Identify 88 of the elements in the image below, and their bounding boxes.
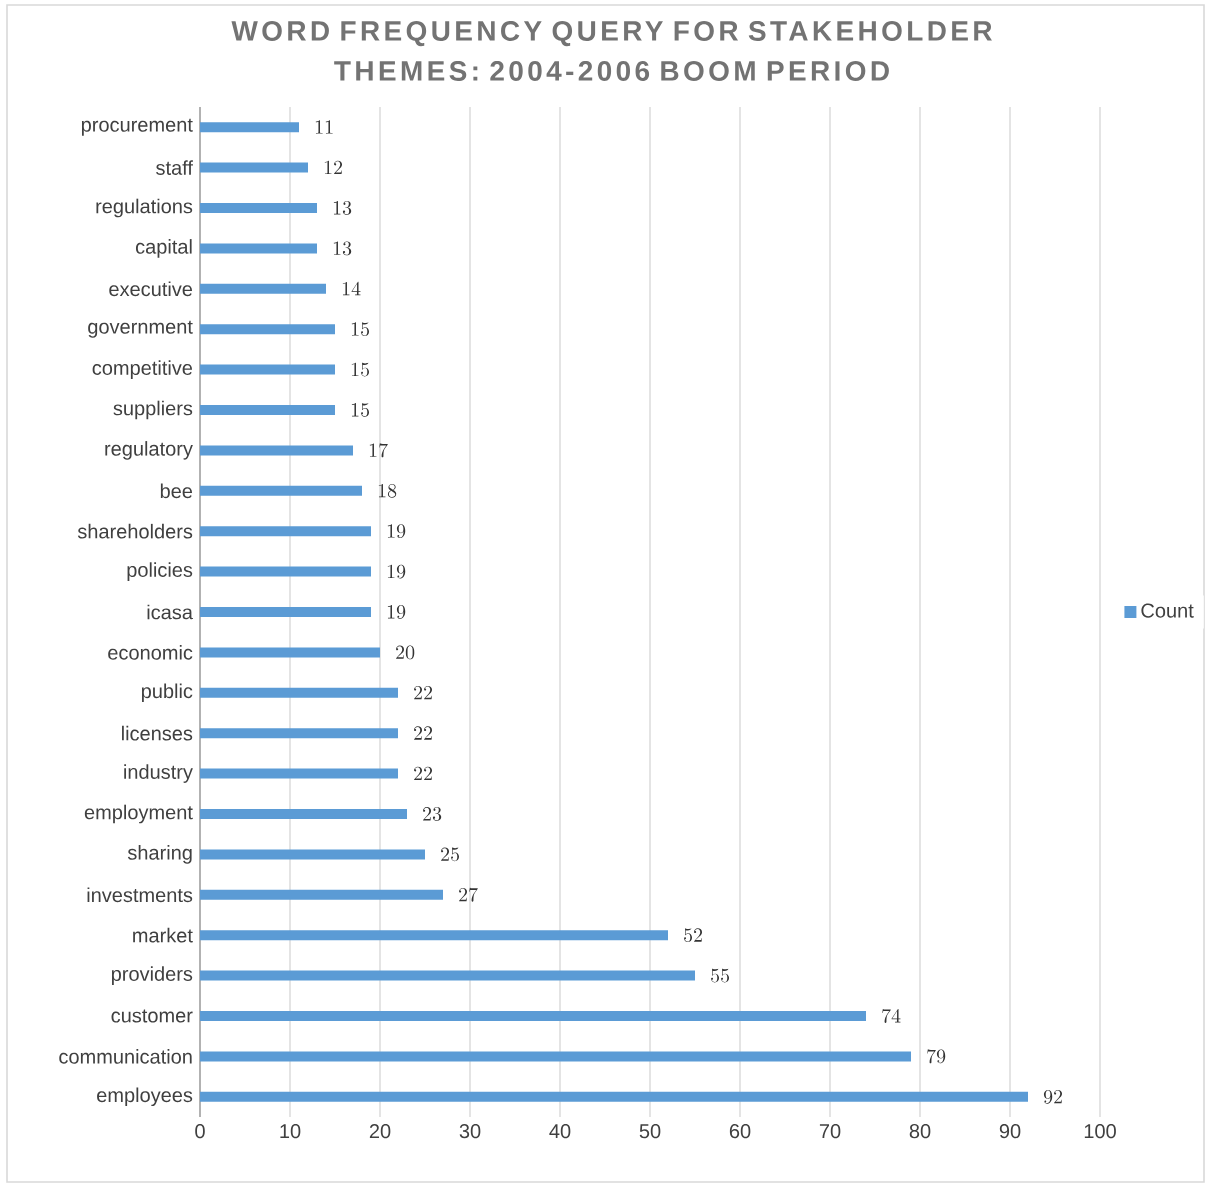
data-label: 19 (387, 605, 406, 619)
y-tick-label: sharing (127, 845, 192, 864)
bar (200, 364, 335, 375)
y-tick-label: competitive (92, 360, 193, 379)
y-tick-label: employees (97, 1087, 193, 1107)
x-tick-label: 0 (195, 1124, 205, 1139)
x-tick-label: 100 (1084, 1124, 1116, 1139)
y-tick-label: capital (135, 239, 192, 258)
bar (200, 970, 696, 981)
data-label: 12 (324, 160, 343, 175)
data-label: 19 (387, 564, 406, 579)
y-tick-label: market (133, 927, 193, 943)
bar (200, 1051, 912, 1062)
y-tick-label: procurement (81, 118, 193, 136)
bar (200, 203, 318, 213)
y-tick-label: customer (111, 1009, 193, 1023)
data-label: 15 (351, 403, 370, 417)
data-label: 13 (333, 201, 352, 215)
bar (200, 728, 398, 739)
data-label: 17 (369, 443, 388, 458)
bar (200, 889, 444, 900)
y-tick-label: employment (84, 804, 193, 824)
y-tick-label: suppliers (113, 400, 193, 420)
bar (200, 1091, 1029, 1102)
chart-title: WORD FREQUENCY QUERY FOR STAKEHOLDER THEMES: 2004-2006 BOOM PERIOD (231, 21, 992, 81)
x-tick-label: 10 (280, 1124, 301, 1139)
y-tick-label: icasa (147, 604, 193, 620)
data-label: 15 (351, 322, 370, 337)
data-label: 74 (882, 1008, 901, 1023)
bar (200, 687, 398, 698)
bar (200, 607, 372, 617)
bar (200, 809, 408, 819)
bar (200, 1011, 866, 1021)
y-tick-label: investments (87, 887, 193, 903)
y-tick-label: government (88, 320, 193, 338)
y-tick-label: staff (156, 160, 193, 175)
x-tick-label: 90 (999, 1124, 1021, 1139)
data-label: 14 (342, 281, 361, 296)
y-tick-label: public (141, 683, 193, 703)
data-label: 18 (378, 483, 397, 498)
bar (200, 324, 335, 335)
x-tick-label: 60 (729, 1124, 751, 1139)
y-tick-label: providers (111, 966, 193, 985)
bar (200, 485, 362, 496)
y-tick-label: economic (108, 645, 193, 660)
data-label: 92 (1043, 1089, 1063, 1104)
x-tick-label: 20 (369, 1124, 391, 1139)
data-label: 55 (711, 968, 730, 983)
data-label: 79 (927, 1049, 946, 1064)
y-tick-label: regulations (96, 198, 193, 218)
y-tick-label: executive (109, 281, 193, 297)
y-tick-label: shareholders (77, 523, 193, 539)
x-tick-label: 80 (909, 1124, 931, 1139)
bar (200, 283, 326, 294)
x-tick-label: 50 (639, 1124, 661, 1139)
bar (200, 162, 309, 173)
y-tick-label: licenses (122, 725, 193, 741)
data-label: 52 (684, 928, 703, 943)
bar (200, 647, 381, 658)
y-tick-label: communication (59, 1049, 192, 1064)
data-label: 22 (414, 726, 433, 740)
y-tick-label: industry (124, 764, 193, 783)
x-tick-label: 70 (819, 1124, 841, 1139)
data-label: 22 (414, 766, 433, 781)
data-label: 13 (333, 241, 352, 256)
bar (200, 930, 668, 941)
data-label: 27 (459, 887, 478, 902)
bar (200, 405, 335, 416)
legend-label: Count (1141, 603, 1194, 618)
data-label: 25 (441, 847, 460, 862)
y-tick-label: bee (160, 483, 193, 499)
x-tick-label: 30 (459, 1124, 481, 1139)
data-label: 23 (423, 807, 442, 821)
data-label: 15 (351, 362, 370, 377)
data-label: 11 (315, 120, 333, 134)
y-tick-label: policies (127, 562, 193, 581)
bar (200, 849, 425, 860)
data-label: 22 (414, 685, 433, 700)
bar (200, 768, 398, 779)
x-tick-label: 40 (549, 1124, 571, 1139)
bar (200, 526, 372, 537)
data-label: 20 (396, 645, 415, 660)
data-label: 19 (387, 524, 406, 539)
y-tick-label: regulatory (105, 441, 193, 460)
bar (200, 122, 299, 133)
bar (200, 566, 372, 577)
bar (200, 243, 318, 254)
bar (200, 445, 354, 456)
